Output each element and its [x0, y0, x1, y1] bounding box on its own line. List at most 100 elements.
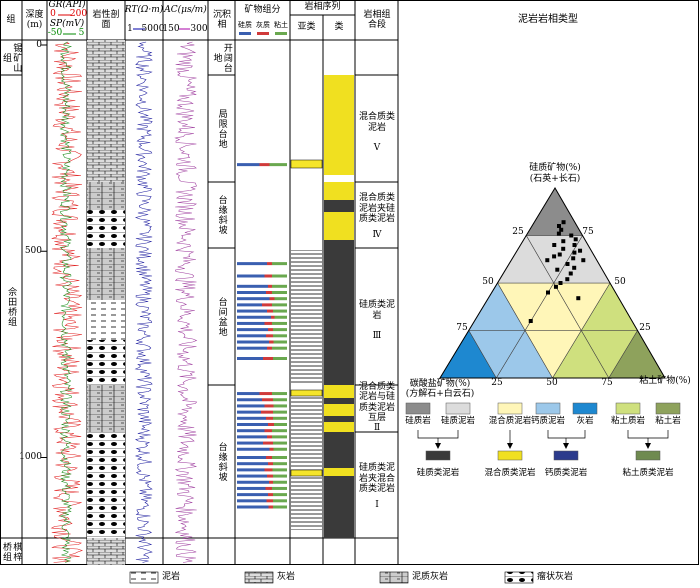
mineral-bar	[267, 262, 272, 266]
mineral-bar	[237, 284, 268, 288]
mineral-bar	[273, 404, 287, 408]
header-class: 类	[334, 22, 344, 33]
class-interval	[324, 422, 354, 432]
mineral-bar	[266, 416, 273, 420]
legend-swatch	[504, 571, 534, 584]
mineral-bar	[237, 441, 263, 445]
lithology-interval	[87, 385, 125, 432]
mineral-bar	[271, 315, 275, 319]
gr-min: 0	[50, 9, 56, 20]
type-label: 灰岩	[576, 416, 594, 427]
class-interval	[324, 248, 354, 385]
depth-tick-label: 0	[36, 39, 42, 50]
mineral-bar	[237, 398, 262, 402]
assemblage-number: Ⅳ	[372, 229, 382, 240]
class-interval	[324, 398, 354, 404]
mineral-bar	[272, 392, 287, 396]
legend-swatch	[129, 571, 159, 584]
header-subclass: 亚类	[297, 22, 316, 33]
mineral-bar	[237, 334, 266, 338]
mineral-bar	[237, 462, 268, 466]
assemblage-number: Ⅰ	[375, 499, 379, 510]
mineral-legend-swatch	[257, 32, 269, 35]
mineral-bar	[266, 334, 273, 338]
mineral-bar	[262, 398, 273, 402]
mineral-bar	[265, 486, 272, 490]
sample-point	[569, 233, 574, 238]
sp-min: -50	[47, 28, 63, 39]
mineral-bar	[237, 474, 267, 478]
class-interval	[324, 75, 354, 175]
ternary-tick-label: 75	[601, 377, 613, 388]
sample-point	[561, 246, 566, 251]
axis-carbonate: 碳酸盐矿物(%)	[409, 379, 471, 390]
lithology-interval	[87, 538, 125, 565]
rt-min: 1	[127, 23, 133, 34]
sample-point	[557, 224, 561, 228]
mineral-bar	[264, 274, 272, 278]
mineral-bar	[262, 303, 272, 307]
group-label: 钙质类泥岩	[544, 468, 588, 479]
mineral-bar	[237, 456, 266, 459]
mineral-legend-swatch	[239, 32, 251, 35]
header-lithology: 岩性剖面	[92, 9, 120, 30]
rt-max: 5000	[141, 23, 165, 34]
header-depth: 深度(m)	[25, 9, 44, 30]
mineral-bar	[272, 303, 287, 307]
assemblage-number: Ⅴ	[373, 143, 381, 154]
mineral-bar	[237, 340, 269, 344]
mineral-bar	[237, 499, 267, 503]
type-label: 钙质泥岩	[530, 416, 565, 427]
mineral-bar	[264, 404, 274, 408]
mineral-bar	[269, 340, 274, 344]
sample-point	[559, 227, 564, 232]
mineral-bar	[268, 493, 273, 497]
mineral-bar	[237, 321, 265, 325]
sample-point	[571, 256, 576, 261]
ternary-tick-label: 25	[491, 377, 503, 388]
ternary-frame	[439, 187, 666, 379]
mineral-bar	[272, 429, 287, 433]
gr-curve	[50, 41, 84, 563]
mineral-bar	[237, 274, 265, 278]
mineral-bar	[273, 309, 287, 313]
class-interval	[324, 200, 354, 212]
depth-tick-label: 1000	[19, 452, 42, 463]
assemblage-name: 混合质类泥岩与硅质类泥岩互层	[358, 381, 395, 423]
axis-silica: 硅质矿物(%)	[529, 163, 581, 174]
arrow-tip	[435, 443, 441, 449]
assemblage-number: Ⅱ	[373, 423, 381, 434]
mineral-bar	[264, 468, 273, 472]
mineral-bar	[237, 480, 269, 484]
sample-point	[578, 248, 583, 253]
mineral-bar	[267, 474, 273, 478]
arrow-tip	[507, 443, 513, 449]
ternary-tick-label: 75	[582, 226, 594, 237]
legend-swatch	[244, 571, 274, 584]
mineral-bar	[266, 291, 272, 294]
ternary-region	[525, 187, 584, 236]
ternary-tick-label: 50	[482, 276, 494, 287]
mineral-bar	[274, 297, 287, 301]
assemblage-name: 混合质类泥岩	[358, 112, 395, 133]
lithology-interval	[87, 75, 125, 182]
header-assemblage: 岩相组合段	[363, 9, 391, 30]
mineral-bar	[273, 474, 287, 478]
mineral-bar	[237, 346, 267, 350]
rt-curve	[134, 41, 153, 563]
mineral-bar	[273, 499, 287, 503]
lithology-interval	[87, 40, 125, 75]
arrow-tip	[563, 443, 569, 449]
type-label: 粘土岩	[655, 416, 681, 427]
subclass-band	[290, 389, 323, 397]
mineral-bar	[237, 163, 260, 167]
mineral-bar	[269, 480, 273, 484]
mineral-bar	[264, 321, 272, 325]
mineral-bar	[269, 163, 287, 167]
type-swatch	[535, 402, 561, 415]
mineral-bar	[268, 328, 273, 332]
mineral-bar	[237, 468, 265, 472]
axis-carbonate-note: (方解石+白云石)	[405, 389, 475, 400]
mineral-bar	[274, 315, 287, 319]
mineral-bar	[237, 262, 267, 266]
